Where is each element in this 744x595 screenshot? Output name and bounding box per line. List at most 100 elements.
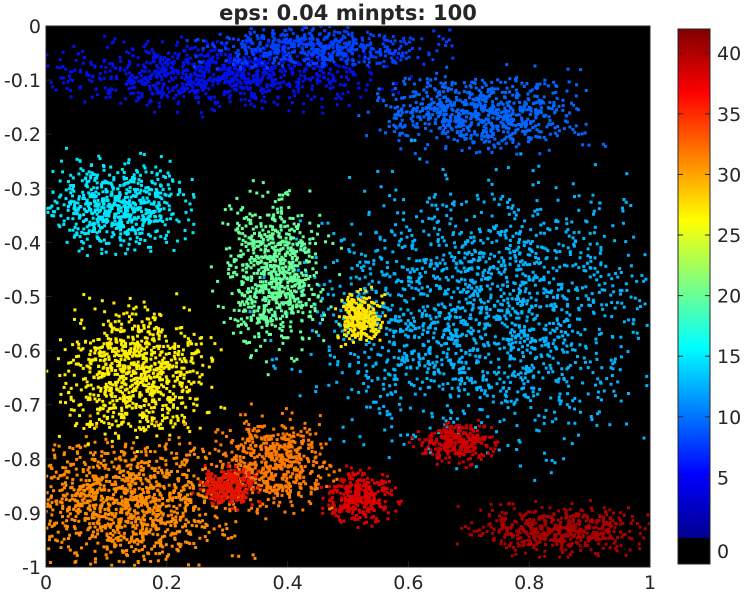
data-point: [463, 270, 467, 273]
data-point: [447, 317, 451, 321]
data-point: [441, 168, 445, 171]
data-point: [505, 400, 509, 404]
data-point: [286, 224, 290, 228]
data-point: [462, 111, 465, 115]
data-point: [95, 186, 99, 190]
data-point: [215, 67, 219, 71]
data-point: [203, 54, 207, 58]
data-point: [530, 250, 534, 253]
data-point: [469, 133, 473, 137]
data-point: [534, 124, 537, 128]
data-point: [410, 139, 413, 143]
data-point: [165, 201, 169, 205]
data-point: [279, 309, 283, 313]
data-point: [417, 276, 421, 280]
data-point: [491, 100, 495, 104]
data-point: [420, 266, 424, 270]
data-point: [304, 67, 308, 71]
data-point: [404, 333, 408, 337]
data-point: [127, 205, 131, 209]
data-point: [467, 367, 471, 371]
data-point: [153, 191, 157, 195]
data-point: [137, 242, 141, 245]
data-point: [394, 61, 398, 65]
data-point: [216, 304, 220, 308]
data-point: [473, 215, 477, 218]
data-point: [103, 86, 107, 90]
data-point: [259, 344, 263, 348]
data-point: [464, 351, 468, 355]
data-point: [423, 364, 427, 368]
data-point: [537, 322, 541, 326]
data-point: [347, 104, 351, 107]
data-point: [442, 123, 446, 127]
data-point: [405, 366, 409, 370]
data-point: [399, 147, 403, 151]
data-point: [505, 63, 509, 67]
data-point: [523, 325, 526, 329]
data-point: [342, 337, 346, 341]
data-point: [490, 107, 494, 111]
data-point: [535, 82, 539, 86]
data-point: [247, 72, 251, 76]
data-point: [531, 278, 535, 282]
data-point: [417, 132, 421, 136]
data-point: [445, 266, 449, 270]
data-point: [442, 305, 446, 309]
data-point: [166, 51, 170, 55]
data-point: [553, 126, 557, 130]
data-point: [317, 58, 321, 62]
data-point: [533, 101, 537, 105]
data-point: [250, 65, 254, 69]
data-point: [264, 90, 268, 94]
data-point: [450, 337, 454, 340]
data-point: [645, 374, 649, 378]
data-point: [511, 131, 515, 135]
data-point: [415, 259, 419, 263]
data-point: [456, 118, 460, 122]
data-point: [490, 272, 493, 276]
data-point: [69, 191, 73, 195]
data-point: [341, 65, 345, 69]
data-point: [419, 292, 423, 296]
data-point: [327, 34, 331, 37]
data-point: [385, 360, 389, 364]
data-point: [223, 79, 227, 83]
data-point: [394, 188, 398, 192]
data-point: [291, 72, 295, 76]
data-point: [152, 200, 156, 204]
data-point: [336, 70, 340, 74]
data-point: [315, 77, 319, 81]
data-point: [81, 50, 85, 53]
data-point: [517, 93, 521, 97]
data-point: [212, 44, 216, 48]
data-point: [99, 208, 103, 212]
data-point: [191, 193, 195, 197]
data-point: [250, 51, 254, 54]
data-point: [509, 133, 513, 137]
data-point: [370, 305, 374, 309]
data-point: [73, 233, 77, 237]
data-point: [136, 188, 139, 192]
chart-title: eps: 0.04 minpts: 100: [219, 1, 477, 25]
data-point: [483, 392, 487, 396]
data-point: [420, 380, 424, 384]
data-point: [167, 58, 171, 61]
data-point: [455, 279, 459, 283]
data-point: [449, 217, 453, 221]
data-point: [510, 321, 514, 325]
data-point: [453, 315, 457, 319]
data-point: [122, 177, 126, 181]
data-point: [247, 55, 251, 59]
data-point: [422, 259, 426, 263]
data-point: [424, 352, 428, 356]
data-point: [424, 258, 428, 261]
data-point: [183, 229, 187, 232]
data-point: [125, 177, 128, 180]
data-point: [432, 195, 436, 199]
data-point: [112, 178, 116, 182]
data-point: [367, 356, 371, 359]
data-point: [477, 117, 480, 121]
data-point: [439, 311, 442, 315]
data-point: [598, 251, 602, 255]
